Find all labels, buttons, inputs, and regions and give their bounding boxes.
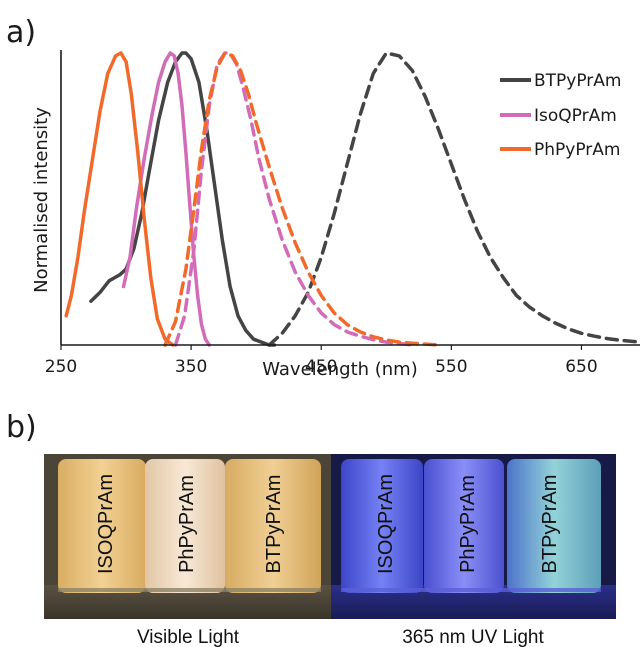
legend-item-phpyprpam: PhPyPrAm: [500, 140, 620, 160]
vial-label-5: PhPyPrAm: [457, 475, 479, 573]
x-tick-label: 250: [45, 357, 77, 377]
caption-uv-light: 365 nm UV Light: [402, 627, 544, 647]
vial-uv-isoqprpam: [341, 459, 423, 593]
vial-uv-btpyprpam: [507, 459, 601, 593]
x-axis-title: Wavelength (nm): [262, 359, 418, 380]
vial-label-6: BTPyPrAm: [539, 475, 561, 574]
series-layer: [64, 51, 642, 347]
legend-label-btpyprpam: BTPyPrAm: [534, 71, 622, 91]
x-tick-labels: 250 350 450 550 650: [45, 345, 598, 377]
x-tick-label: 550: [435, 357, 467, 377]
legend-label-phpyprpam: PhPyPrAm: [534, 140, 620, 160]
series-btpypram-emission: [267, 51, 642, 347]
x-tick-label: 650: [565, 357, 597, 377]
caption-visible-light: Visible Light: [137, 627, 240, 647]
vial-photograph: ISOQPrAm PhPyPrAm BTPyPrAm ISOQPrAm PhPy…: [44, 454, 616, 619]
vial-visible-phpyprpam: [145, 459, 225, 593]
vial-label-3: BTPyPrAm: [263, 475, 285, 574]
vial-label-4: ISOQPrAm: [375, 474, 397, 574]
vial-base-uv: [341, 588, 601, 592]
vial-visible-btpyprpam: [225, 459, 321, 593]
vial-base-visible: [58, 588, 321, 592]
vial-label-1: ISOQPrAm: [95, 474, 117, 574]
x-tick-label: 450: [305, 357, 337, 377]
legend-item-isoqprpam: IsoQPrAm: [500, 106, 617, 126]
spectra-plot: 250 350 450 550 650 Wavelength (nm) Normalis…: [31, 50, 642, 380]
vial-uv-phpyprpam: [424, 459, 504, 593]
legend-label-isoqprpam: IsoQPrAm: [534, 106, 617, 126]
series-phpypram-excitation: [64, 51, 175, 347]
legend: BTPyPrAm IsoQPrAm PhPyPrAm: [500, 71, 622, 160]
series-isoqpram-emission: [173, 51, 415, 347]
legend-item-btpyprpam: BTPyPrAm: [500, 71, 622, 91]
y-axis-title: Normalised intensity: [31, 107, 52, 293]
series-phpypram-emission: [163, 51, 441, 347]
vial-visible-isoqprpam: [58, 459, 146, 593]
series-isoqpram-excitation: [121, 51, 212, 347]
panel-label-a: a): [6, 15, 36, 50]
vial-label-2: PhPyPrAm: [176, 475, 198, 573]
panel-label-b: b): [6, 410, 37, 445]
x-tick-label: 350: [175, 357, 207, 377]
